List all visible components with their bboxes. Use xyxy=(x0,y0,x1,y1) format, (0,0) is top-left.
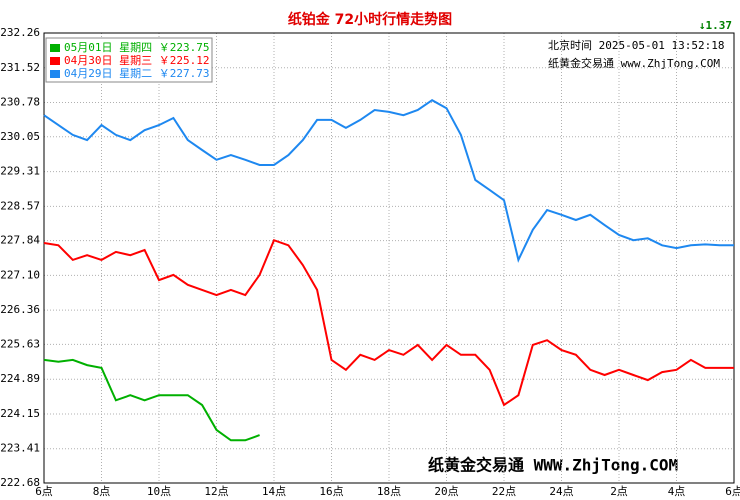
y-tick-label: 226.36 xyxy=(0,303,40,316)
x-tick-label: 6点 xyxy=(35,485,53,498)
legend-label: 04月30日 星期三 ￥225.12 xyxy=(64,54,209,67)
y-tick-label: 231.52 xyxy=(0,61,40,74)
x-tick-label: 4点 xyxy=(668,485,686,498)
y-tick-label: 230.78 xyxy=(0,96,40,109)
series-line xyxy=(43,238,734,407)
y-tick-label: 228.57 xyxy=(0,199,40,212)
x-tick-label: 16点 xyxy=(319,485,343,498)
x-tick-label: 20点 xyxy=(434,485,458,498)
legend-swatch xyxy=(50,70,60,78)
x-tick-label: 2点 xyxy=(610,485,628,498)
y-tick-label: 223.41 xyxy=(0,442,40,455)
y-tick-label: 224.89 xyxy=(0,372,40,385)
chart-title: 纸铂金 72小时行情走势图 xyxy=(288,11,452,28)
x-tick-label: 6点 xyxy=(725,485,740,498)
legend-label: 04月29日 星期二 ￥227.73 xyxy=(64,67,209,80)
y-tick-label: 227.84 xyxy=(0,234,40,247)
legend-swatch xyxy=(50,44,60,52)
watermark: 纸黄金交易通 WWW.ZhjTong.COM xyxy=(428,456,678,475)
y-tick-label: 222.68 xyxy=(0,476,40,489)
y-tick-label: 225.63 xyxy=(0,337,40,350)
plot-frame xyxy=(43,32,735,484)
y-tick-label: 227.10 xyxy=(0,268,40,281)
x-tick-label: 8点 xyxy=(93,485,111,498)
y-tick-label: 224.15 xyxy=(0,407,40,420)
x-tick-label: 14点 xyxy=(262,485,286,498)
series-line xyxy=(43,99,734,263)
legend-label: 05月01日 星期四 ￥223.75 xyxy=(64,41,209,54)
y-tick-label: 229.31 xyxy=(0,165,40,178)
series-line xyxy=(43,358,260,442)
time-label: 北京时间 2025-05-01 13:52:18 xyxy=(548,38,724,52)
change-label: ↓1.37 xyxy=(699,19,732,32)
legend-swatch xyxy=(50,57,60,65)
y-tick-label: 230.05 xyxy=(0,130,40,143)
x-tick-label: 24点 xyxy=(549,485,573,498)
x-tick-label: 22点 xyxy=(492,485,516,498)
x-tick-label: 10点 xyxy=(147,485,171,498)
site-label: 纸黄金交易通 www.ZhjTong.COM xyxy=(548,56,720,70)
x-tick-label: 18点 xyxy=(377,485,401,498)
y-tick-label: 232.26 xyxy=(0,26,40,39)
legend-box xyxy=(45,37,213,83)
x-tick-label: 12点 xyxy=(204,485,228,498)
